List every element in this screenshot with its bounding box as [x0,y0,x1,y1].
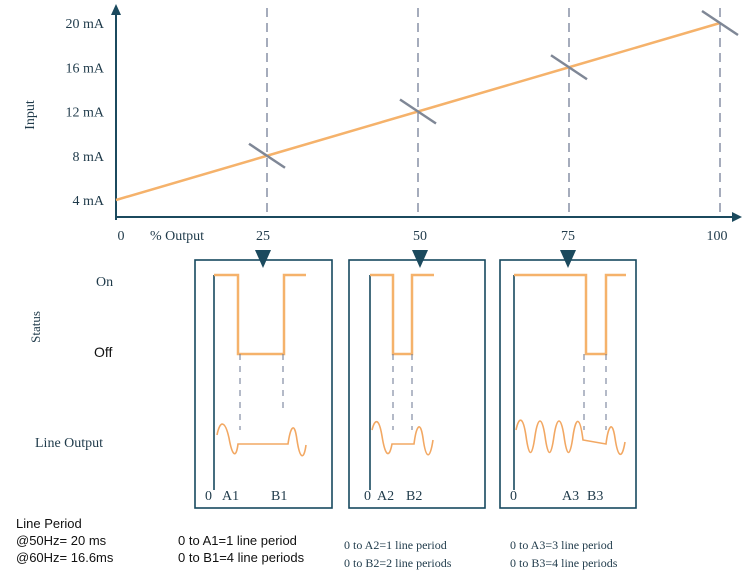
series-marker [399,98,437,125]
y-tick-label: 4 mA [73,194,105,209]
y-tick-label: 8 mA [73,150,105,165]
series-marker [701,9,739,37]
panel-3-note-a: 0 to A3=3 line period [510,538,613,552]
panel-1-b-label: B1 [271,489,287,504]
panel-1-start-label: 0 [205,489,212,504]
panel-3-start-label: 0 [510,489,517,504]
line-period-title: Line Period [16,516,82,531]
panel-3-b-label: B3 [587,489,603,504]
panel-1-frame [194,259,333,509]
panel-pointer-arrow [412,250,428,268]
y-tick-labels: 4 mA 8 mA 12 mA 16 mA 20 mA [66,17,105,209]
panel-1-line-wave [216,423,307,457]
panel-3-frame [499,259,637,509]
panel-3: 0 A3 B3 [499,259,637,509]
panel-2-line-wave [371,420,434,456]
series-marker [550,54,588,81]
panel-2-status-wave [370,273,434,356]
x-tick-labels: 0 25 50 75 100 [118,229,728,244]
series-markers [248,9,739,169]
vertical-guides [266,8,721,216]
panel-pointer-arrow [560,250,576,268]
line-period-60hz: @60Hz= 16.6ms [16,550,114,565]
y-tick-label: 20 mA [66,17,105,32]
x-tick-label: 50 [413,229,427,244]
panel-1-note-b: 0 to B1=4 line periods [178,550,305,565]
panel-2-note-a: 0 to A2=1 line period [344,538,447,552]
y-axis-arrow [111,4,121,15]
x-tick-label: 100 [707,229,728,244]
panel-1-a-label: A1 [222,489,239,504]
x-axis-arrow [732,212,742,222]
y-axis-label: Input [23,100,38,130]
x-tick-label: 75 [561,229,575,244]
status-off-label: Off [94,344,113,360]
panel-1-status-wave [214,273,306,356]
line-output-label: Line Output [35,436,103,451]
panel-pointer-arrows [255,250,576,268]
panel-2-note-b: 0 to B2=2 line periods [344,556,452,570]
series-marker [248,142,286,169]
chart: 4 mA 8 mA 12 mA 16 mA 20 mA 0 25 50 75 100 Input… [23,4,742,244]
panel-2-start-label: 0 [364,489,371,504]
x-tick-label: 25 [256,229,270,244]
y-tick-label: 16 mA [66,61,105,76]
panel-3-line-wave [515,419,626,456]
panel-2-b-label: B2 [406,489,422,504]
panel-pointer-arrow [255,250,271,268]
status-on-label: On [96,275,113,290]
status-axis-label: Status [28,311,43,343]
panel-3-status-wave [514,273,626,356]
panel-3-a-label: A3 [562,489,579,504]
panel-3-note-b: 0 to B3=4 line periods [510,556,618,570]
x-axis-label: % Output [150,229,204,244]
panel-2-a-label: A2 [377,489,394,504]
y-tick-label: 12 mA [66,106,105,121]
line-period-50hz: @50Hz= 20 ms [16,533,107,548]
panel-1: 0 A1 B1 [194,259,333,509]
panel-1-note-a: 0 to A1=1 line period [178,533,297,548]
panel-2: 0 A2 B2 [348,259,486,509]
x-tick-label: 0 [118,229,125,244]
